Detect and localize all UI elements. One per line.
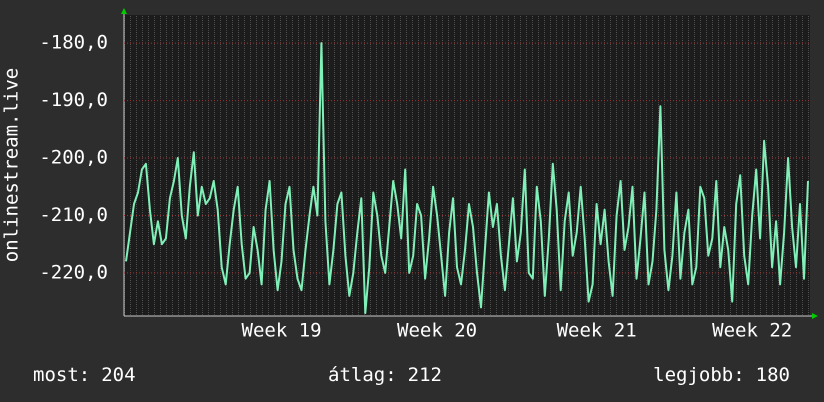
stat-value: 180 bbox=[756, 364, 790, 386]
axis-arrow bbox=[121, 8, 127, 14]
stat: most: 204 bbox=[33, 364, 136, 386]
stats: most: 204 átlag: 212 legjobb: 180 bbox=[33, 364, 790, 386]
y-tick-label: -180,0 bbox=[39, 32, 108, 54]
stat-value: 204 bbox=[101, 364, 135, 386]
axis-arrow bbox=[812, 313, 818, 319]
data-line bbox=[125, 42, 809, 315]
stat-label: legjobb: bbox=[653, 364, 745, 386]
stat: legjobb: 180 bbox=[653, 364, 790, 386]
y-axis-label: onlinestream.live bbox=[1, 68, 23, 262]
stat: átlag: 212 bbox=[328, 364, 442, 386]
stat-value: 212 bbox=[408, 364, 442, 386]
x-tick-label: Week 20 bbox=[397, 320, 477, 342]
stat-label: most: bbox=[33, 364, 90, 386]
y-tick-label: -200,0 bbox=[39, 147, 108, 169]
y-tick-label: -210,0 bbox=[39, 204, 108, 226]
y-tick-label: -220,0 bbox=[39, 261, 108, 283]
x-tick-label: Week 19 bbox=[242, 320, 322, 342]
x-tick-label: Week 22 bbox=[712, 320, 792, 342]
stat-label: átlag: bbox=[328, 364, 397, 386]
y-tick-label: -190,0 bbox=[39, 89, 108, 111]
x-tick-label: Week 21 bbox=[557, 320, 637, 342]
